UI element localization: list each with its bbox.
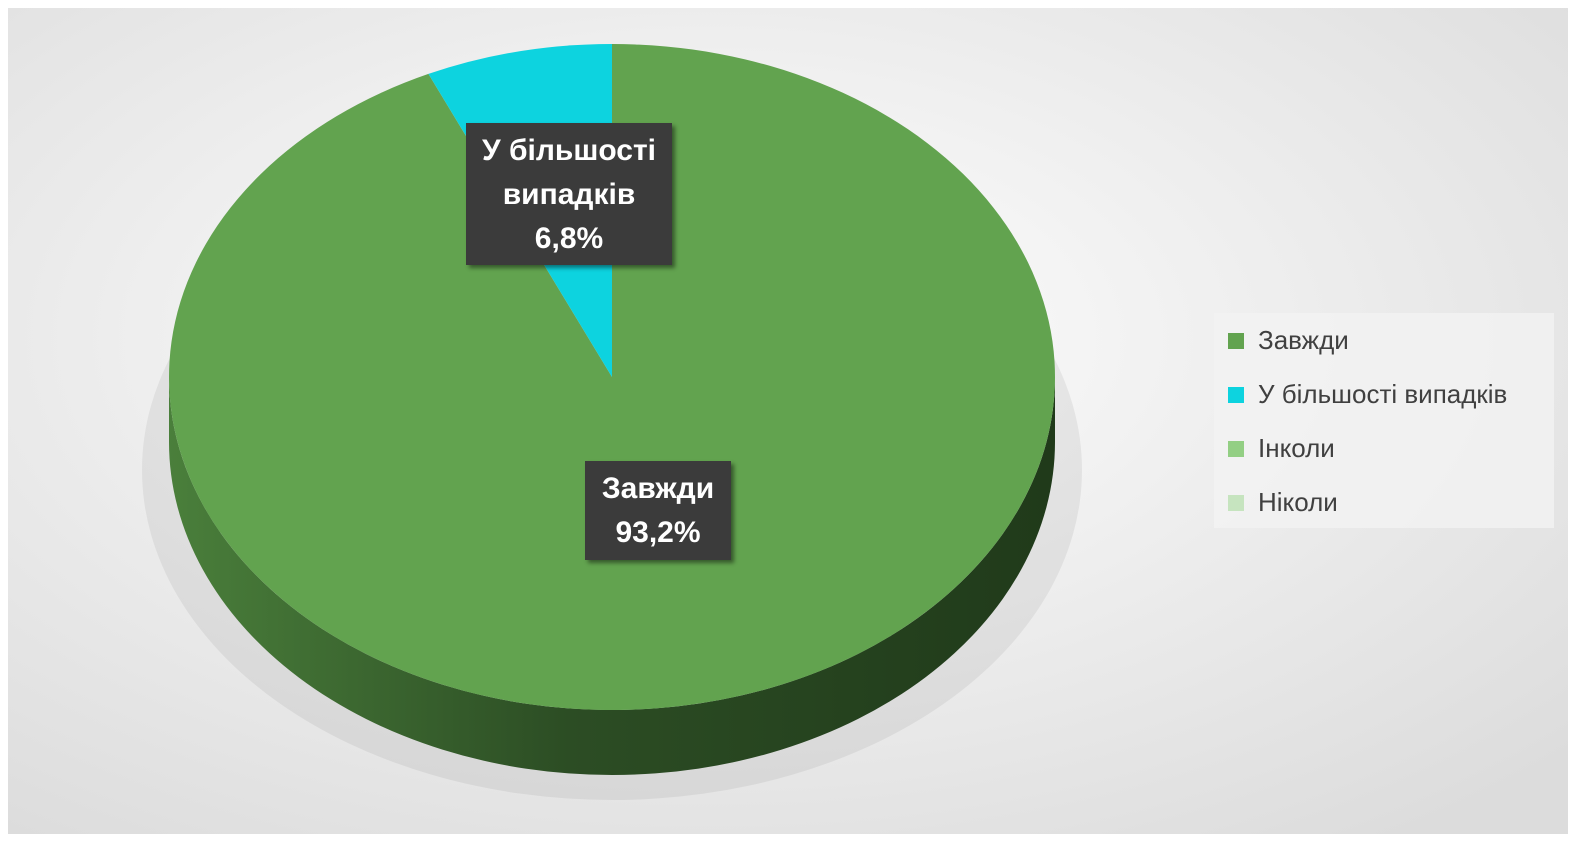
data-label-category: Завжди <box>601 472 715 505</box>
legend-label: Ніколи <box>1258 487 1338 517</box>
data-label: У більшості випадків 6,8% <box>466 123 672 265</box>
legend-swatch <box>1228 387 1244 403</box>
data-label-value: 93,2% <box>615 516 701 549</box>
data-label-value: 6,8% <box>534 222 604 255</box>
legend-label: У більшості випадків <box>1258 379 1507 409</box>
data-label: Завжди 93,2% <box>585 461 731 560</box>
legend-box <box>1214 313 1554 528</box>
legend-label: Інколи <box>1258 433 1335 463</box>
legend-swatch <box>1228 441 1244 457</box>
legend-swatch <box>1228 333 1244 349</box>
pie-side <box>169 377 1055 775</box>
legend-label: Завжди <box>1258 325 1349 355</box>
legend-swatch <box>1228 495 1244 511</box>
data-label-category: У більшості випадків <box>481 134 656 211</box>
